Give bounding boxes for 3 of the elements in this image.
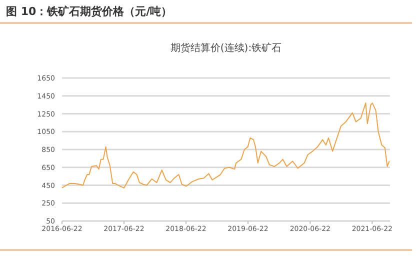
chart-title: 图 10：铁矿石期货价格（元/吨） <box>6 5 172 18</box>
line-series <box>62 102 390 188</box>
chart-subtitle: 期货结算价(连续):铁矿石 <box>170 42 282 54</box>
